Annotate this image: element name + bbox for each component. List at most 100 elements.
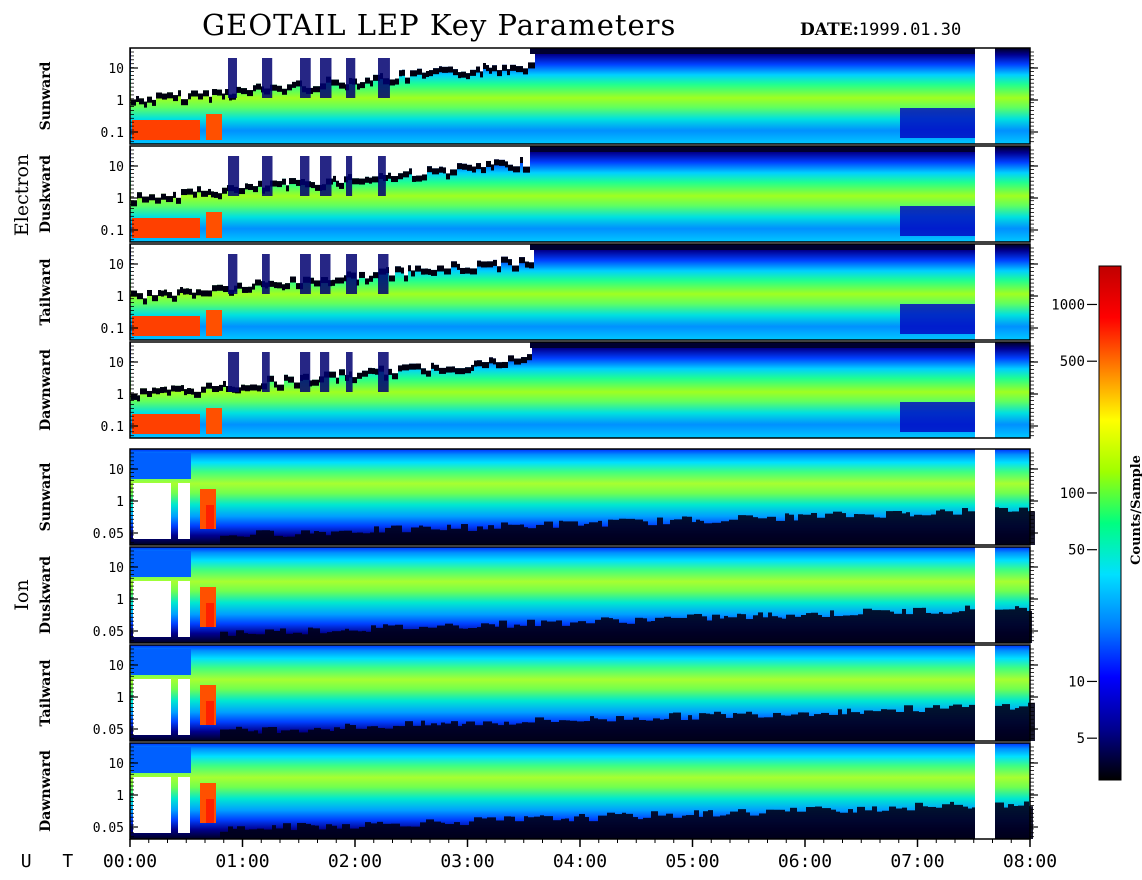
envelope-cell [865,810,872,839]
envelope-cell [494,528,501,545]
envelope-cell [421,368,426,375]
envelope-cell [294,342,300,383]
envelope-cell [700,520,704,545]
envelope-cell [840,812,848,839]
envelope-cell [313,48,320,87]
envelope-cell [217,89,222,96]
y-tick-label: 10 [108,62,124,77]
envelope-cell [245,146,248,184]
envelope-cell [257,385,261,392]
envelope-cell [222,93,225,100]
envelope-cell [147,96,152,103]
envelope-cell [477,627,481,643]
envelope-cell [923,806,928,839]
envelope-cell [431,269,437,276]
envelope-cell [402,364,409,371]
envelope-cell [643,817,651,839]
envelope-cell [999,507,1008,545]
envelope-cell [184,342,187,390]
envelope-cell [358,631,362,643]
envelope-cell [850,615,854,643]
envelope-cell [702,616,707,643]
envelope-cell [365,48,370,78]
envelope-cell [149,194,155,201]
envelope-cell [166,196,173,203]
envelope-cell [242,244,248,287]
envelope-cell [314,244,321,281]
envelope-cell [167,92,173,99]
envelope-cell [553,820,561,839]
envelope-cell [451,261,457,268]
envelope-cell [374,526,379,545]
envelope-cell [798,712,804,741]
intensity-band [131,747,191,773]
envelope-cell [391,176,398,183]
envelope-cell [504,816,511,839]
envelope-cell [197,186,201,193]
envelope-cell [848,809,853,839]
envelope-cell [806,807,815,839]
envelope-cell [455,342,459,369]
envelope-cell [197,146,201,187]
envelope-cell [502,64,507,71]
envelope-cell [1019,607,1027,643]
envelope-cell [228,635,236,643]
envelope-cell [953,704,962,741]
envelope-cell [327,632,332,643]
envelope-cell [212,285,217,292]
envelope-cell [579,813,585,839]
envelope-cell [453,48,458,70]
envelope-cell [476,48,480,67]
envelope-cell [342,824,350,839]
envelope-cell [936,510,940,545]
envelope-cell [572,521,578,545]
y-tick-label: 1 [116,94,124,109]
envelope-cell [256,83,261,90]
envelope-cell [398,146,403,174]
envelope-cell [258,733,262,741]
envelope-cell [496,342,502,363]
envelope-cell [925,707,933,741]
envelope-cell [426,819,434,839]
envelope-cell [296,244,303,284]
dropout-column [228,254,238,294]
envelope-cell [673,712,681,741]
panel-label: Dawnward [38,750,54,832]
x-tick-label: 05:00 [665,851,719,872]
envelope-cell [161,146,166,194]
envelope-cell [395,624,403,643]
envelope-cell [388,172,391,179]
envelope-cell [530,146,975,152]
envelope-cell [501,522,508,545]
envelope-cell [331,48,335,80]
envelope-cell [570,622,578,643]
envelope-cell [790,807,797,839]
envelope-cell [315,184,322,191]
envelope-cell [402,69,405,76]
envelope-cell [882,810,889,839]
envelope-cell [143,244,147,299]
envelope-cell [527,342,532,355]
envelope-cell [638,819,643,839]
envelope-cell [493,244,497,260]
envelope-cell [1008,511,1012,545]
envelope-cell [395,244,401,267]
envelope-cell [237,282,242,289]
envelope-cell [635,519,643,545]
envelope-cell [255,279,261,286]
y-tick-label: 10 [108,659,124,674]
envelope-cell [398,365,402,372]
envelope-cell [673,817,682,839]
envelope-cell [188,48,191,94]
panel-frame [129,448,1031,546]
envelope-cell [369,177,372,184]
envelope-cell [853,812,857,839]
envelope-cell [487,261,493,268]
y-tick-label: 0.1 [101,322,124,337]
envelope-cell [584,523,589,545]
envelope-cell [768,612,772,643]
envelope-cell [321,729,330,741]
date-value: 1999.01.30 [858,20,962,40]
envelope-cell [512,524,520,545]
envelope-cell [521,357,527,364]
